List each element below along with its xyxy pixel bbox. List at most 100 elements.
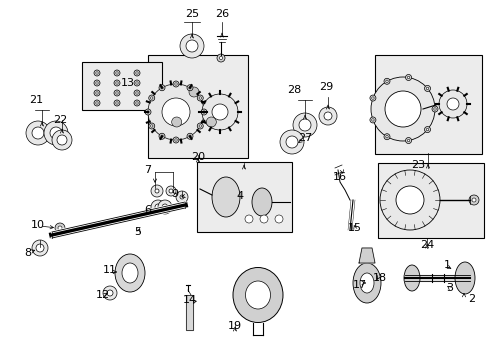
Circle shape: [107, 290, 113, 296]
Text: 24: 24: [419, 240, 433, 250]
Circle shape: [136, 72, 138, 74]
Text: 21: 21: [29, 95, 43, 105]
Circle shape: [114, 90, 120, 96]
Circle shape: [94, 100, 100, 106]
Circle shape: [94, 90, 100, 96]
Ellipse shape: [454, 262, 474, 294]
Circle shape: [197, 123, 203, 129]
Circle shape: [180, 34, 203, 58]
Circle shape: [446, 98, 458, 110]
Circle shape: [370, 77, 434, 141]
Circle shape: [318, 107, 336, 125]
Circle shape: [407, 76, 409, 79]
Circle shape: [426, 129, 428, 131]
Circle shape: [116, 82, 118, 84]
Circle shape: [379, 170, 439, 230]
Circle shape: [185, 40, 198, 52]
Ellipse shape: [251, 188, 271, 216]
Circle shape: [174, 139, 177, 141]
Circle shape: [369, 95, 375, 101]
Circle shape: [26, 121, 50, 145]
Text: 8: 8: [24, 248, 32, 258]
Circle shape: [274, 215, 283, 223]
Text: 2: 2: [468, 294, 475, 304]
Circle shape: [371, 97, 373, 99]
Circle shape: [173, 81, 179, 87]
Circle shape: [383, 134, 389, 140]
Circle shape: [96, 92, 98, 94]
Circle shape: [136, 92, 138, 94]
Polygon shape: [185, 295, 193, 330]
Circle shape: [433, 108, 435, 110]
Circle shape: [197, 95, 203, 101]
Circle shape: [385, 80, 387, 82]
Circle shape: [96, 72, 98, 74]
Circle shape: [159, 133, 164, 139]
Circle shape: [201, 109, 206, 115]
Circle shape: [148, 95, 154, 101]
Circle shape: [114, 80, 120, 86]
Circle shape: [151, 185, 163, 197]
Circle shape: [280, 130, 304, 154]
Circle shape: [438, 90, 466, 118]
Circle shape: [136, 102, 138, 104]
Circle shape: [134, 100, 140, 106]
Text: 10: 10: [31, 220, 45, 230]
Circle shape: [405, 75, 411, 81]
Circle shape: [405, 138, 411, 144]
Text: 15: 15: [347, 223, 361, 233]
Circle shape: [206, 117, 216, 127]
Text: 23: 23: [410, 160, 424, 170]
Circle shape: [50, 127, 62, 139]
Circle shape: [174, 83, 177, 85]
Text: 27: 27: [297, 133, 311, 143]
Text: 6: 6: [144, 205, 151, 215]
Circle shape: [189, 87, 199, 97]
Circle shape: [114, 100, 120, 106]
Circle shape: [148, 123, 154, 129]
Circle shape: [424, 85, 429, 91]
Circle shape: [55, 223, 65, 233]
Circle shape: [94, 70, 100, 76]
Circle shape: [96, 102, 98, 104]
Ellipse shape: [212, 177, 240, 217]
Circle shape: [176, 191, 187, 203]
Circle shape: [159, 85, 164, 91]
Circle shape: [384, 91, 420, 127]
Circle shape: [134, 80, 140, 86]
Circle shape: [165, 186, 176, 196]
Circle shape: [146, 111, 149, 113]
Circle shape: [134, 90, 140, 96]
Circle shape: [103, 286, 117, 300]
Bar: [148, 55, 247, 158]
Circle shape: [155, 189, 159, 193]
Circle shape: [471, 198, 475, 202]
Text: 20: 20: [190, 152, 204, 162]
Circle shape: [199, 97, 201, 99]
Circle shape: [217, 54, 224, 62]
Circle shape: [212, 104, 227, 120]
Circle shape: [36, 244, 44, 252]
Polygon shape: [52, 202, 184, 238]
Circle shape: [203, 111, 205, 113]
Circle shape: [426, 87, 428, 90]
Text: 12: 12: [96, 290, 110, 300]
Text: 5: 5: [134, 227, 141, 237]
Polygon shape: [404, 275, 469, 281]
Circle shape: [169, 189, 173, 193]
Circle shape: [150, 97, 153, 99]
Text: 17: 17: [352, 280, 366, 290]
Circle shape: [186, 133, 193, 139]
Circle shape: [188, 86, 191, 89]
Circle shape: [151, 200, 164, 214]
Circle shape: [57, 135, 67, 145]
Text: 25: 25: [184, 9, 199, 19]
Bar: [377, 163, 483, 238]
Circle shape: [96, 82, 98, 84]
Circle shape: [52, 130, 72, 150]
Circle shape: [94, 80, 100, 86]
Circle shape: [202, 94, 238, 130]
Text: 18: 18: [372, 273, 386, 283]
Circle shape: [114, 70, 120, 76]
Circle shape: [468, 195, 478, 205]
